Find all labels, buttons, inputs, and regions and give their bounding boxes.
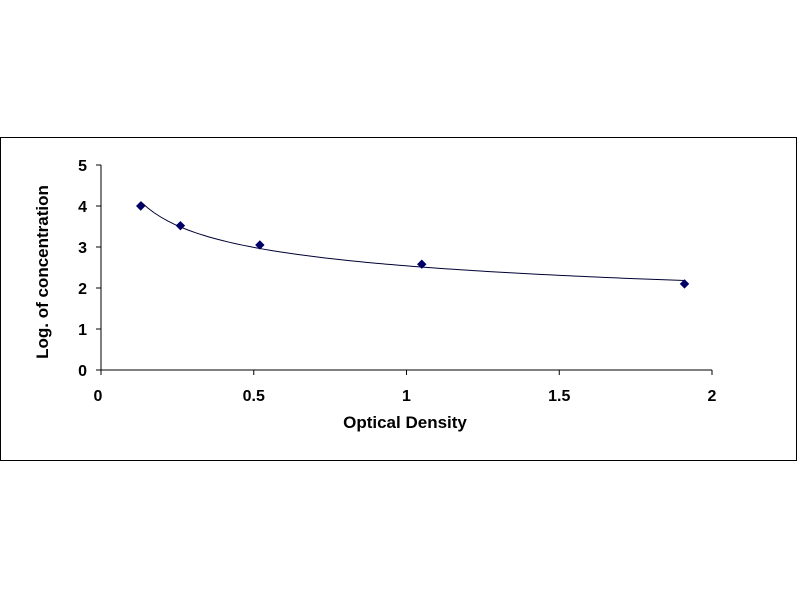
y-axis-title: Log. of concentration	[33, 185, 52, 359]
trend-line	[140, 201, 685, 282]
y-ticks: 0 1 2 3 4 5	[78, 158, 101, 380]
x-tick-label: 0	[94, 388, 103, 405]
x-tick-label: 1	[402, 388, 411, 405]
data-point-marker	[417, 259, 427, 269]
y-tick-label: 5	[78, 158, 87, 175]
y-tick-label: 4	[78, 199, 87, 216]
x-ticks: 0 0.5 1 1.5 2	[94, 370, 717, 405]
data-point-marker	[679, 279, 690, 289]
x-tick-label: 0.5	[243, 388, 265, 405]
data-point-marker	[175, 220, 186, 231]
chart-frame	[0, 137, 797, 461]
x-tick-label: 1.5	[548, 388, 570, 405]
y-tick-label: 0	[78, 363, 87, 380]
data-point-marker	[255, 240, 265, 250]
y-tick-label: 3	[78, 240, 87, 257]
y-tick-label: 1	[78, 322, 87, 339]
data-markers	[136, 201, 690, 289]
data-point-marker	[136, 201, 146, 211]
y-tick-label: 2	[78, 281, 87, 298]
x-axis-title: Optical Density	[343, 413, 467, 432]
axes	[100, 165, 712, 371]
x-tick-label: 2	[708, 388, 717, 405]
